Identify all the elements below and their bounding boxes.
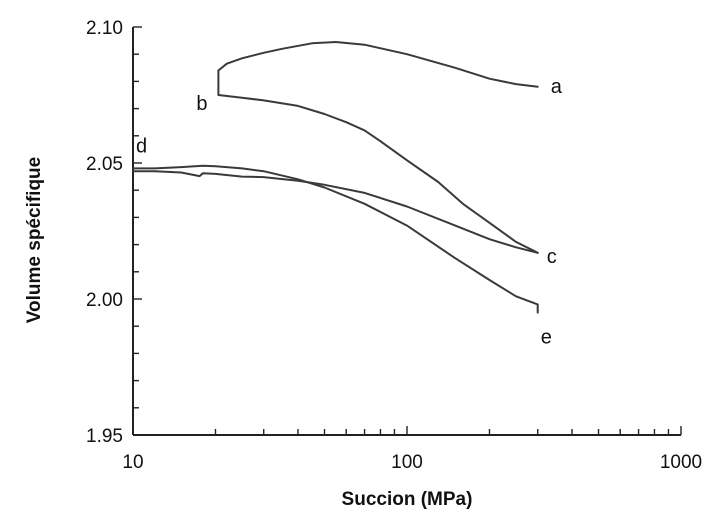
- point-label-e: e: [541, 327, 552, 349]
- series-group: [132, 41, 539, 314]
- point-label-b: b: [196, 93, 207, 115]
- y-tick-label: 2.10: [86, 18, 123, 39]
- series-line-4: [132, 164, 539, 314]
- point-label-a: a: [551, 76, 563, 98]
- series-line-1: [217, 41, 539, 88]
- y-axis-title: Volume spécifique: [24, 157, 45, 323]
- tick-labels: 10 100 1000 1.95 2.00 2.05 2.10: [86, 18, 702, 473]
- point-label-d: d: [136, 135, 147, 157]
- y-tick-label: 1.95: [86, 426, 123, 447]
- series-line-2: [217, 69, 539, 254]
- series-line-3: [132, 170, 539, 254]
- axis-ticks: [132, 26, 682, 436]
- y-tick-label: 2.00: [86, 290, 123, 311]
- point-labels: a b c d e: [136, 76, 563, 349]
- x-tick-label: 100: [391, 452, 423, 473]
- x-tick-label: 1000: [660, 452, 702, 473]
- point-label-c: c: [547, 246, 557, 268]
- x-tick-label: 10: [122, 452, 143, 473]
- x-axis-title: Succion (MPa): [342, 489, 473, 510]
- y-tick-label: 2.05: [86, 154, 123, 175]
